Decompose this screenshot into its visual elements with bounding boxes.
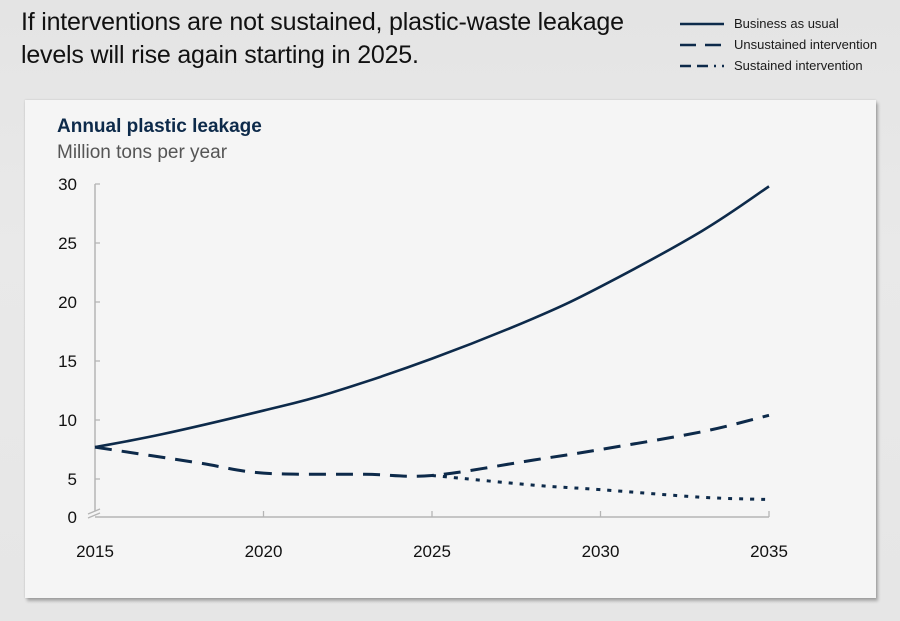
legend-label: Business as usual [734,16,839,31]
y-tick-label: 0 [68,508,77,527]
y-tick-label: 10 [58,411,77,430]
x-tick-label: 2035 [750,542,788,561]
legend-label: Unsustained intervention [734,37,878,52]
series-line-sustained-intervention [431,473,770,502]
legend: Business as usual Unsustained interventi… [678,13,877,76]
chart-title: Annual plastic leakage [57,116,262,137]
y-tick-label: 30 [58,175,77,194]
x-tick-label: 2020 [245,542,283,561]
x-tick-label: 2025 [413,542,451,561]
y-tick-label: 5 [68,470,77,489]
headline: If interventions are not sustained, plas… [21,8,624,69]
legend-label: Sustained intervention [734,58,863,73]
axis-break-mark [87,508,101,515]
axis-break-mark [87,512,101,519]
series-line-unsustained-intervention [94,413,770,478]
chart-panel [25,100,876,598]
series-line-business-as-usual [94,185,770,449]
legend-swatch-solid [680,22,724,25]
y-tick-label: 15 [58,352,77,371]
legend-item-sustained: Sustained intervention [678,55,877,76]
y-tick-label: 20 [58,293,77,312]
legend-swatch-dashed [680,43,724,46]
x-tick-label: 2015 [76,542,114,561]
legend-swatch-dashdot [680,64,724,67]
y-tick-label: 25 [58,234,77,253]
x-tick-label: 2030 [582,542,620,561]
chart-subtitle: Million tons per year [57,142,228,163]
legend-item-unsustained: Unsustained intervention [678,34,877,55]
legend-item-business-as-usual: Business as usual [678,13,877,34]
